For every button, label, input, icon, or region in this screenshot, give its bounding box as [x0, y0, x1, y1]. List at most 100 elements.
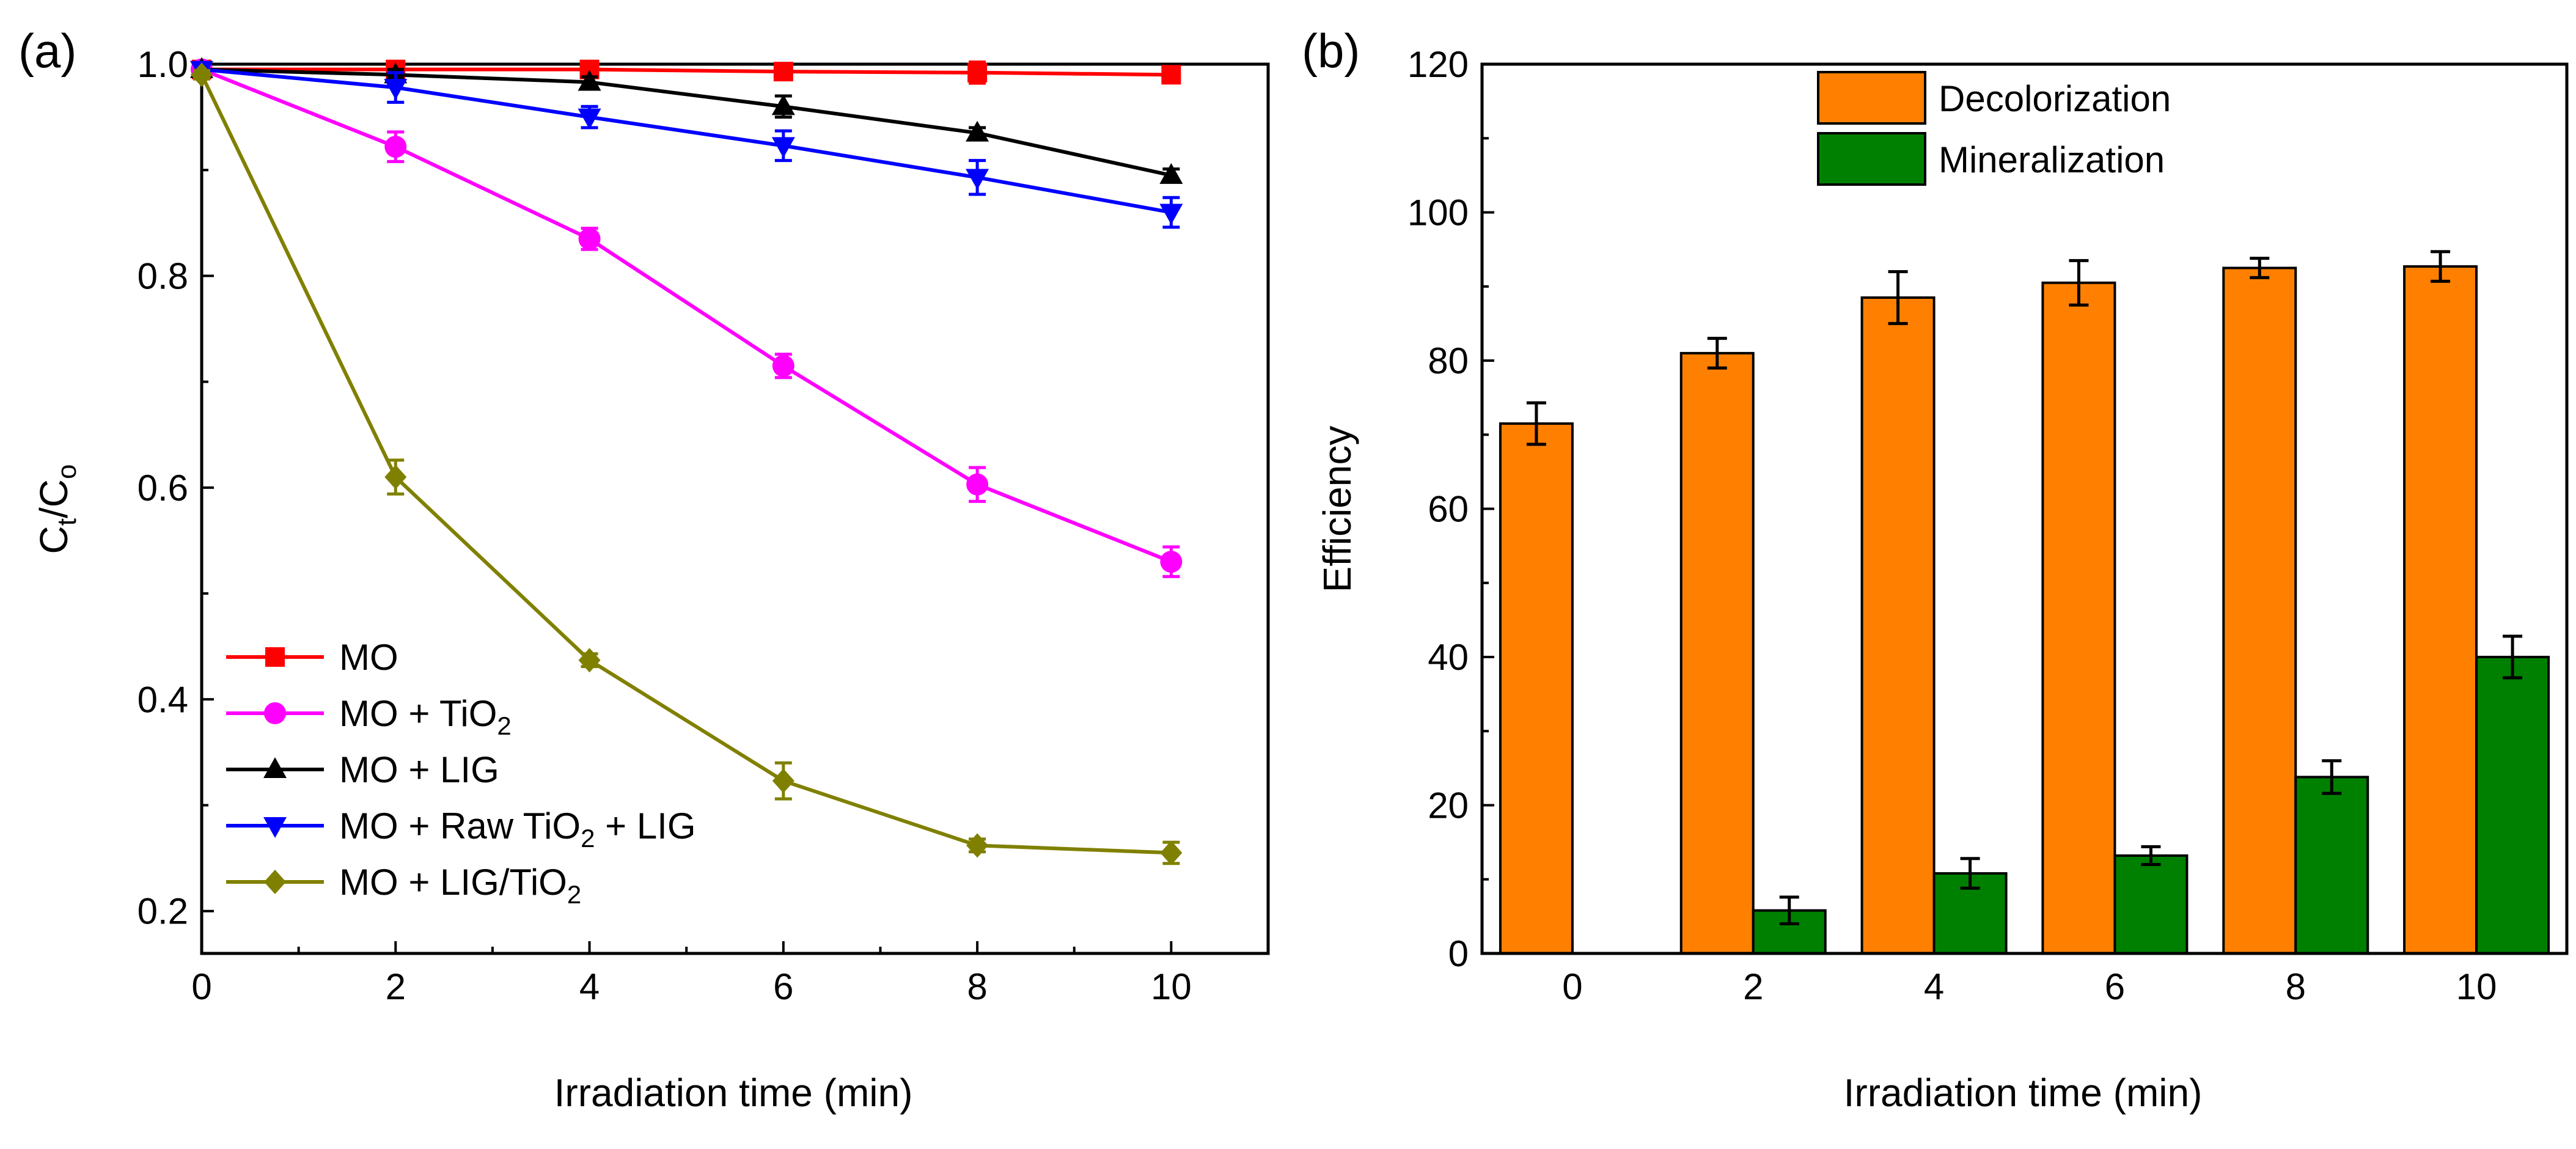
- panel-a-data-point: [384, 464, 407, 490]
- panel-a-data-point: [1160, 840, 1183, 865]
- panel-b-bar: [2294, 776, 2369, 955]
- panel-a-legend-label: MO + LIG/TiO2: [339, 862, 581, 909]
- panel-a-data-point: [772, 354, 794, 377]
- panel-a-x-axis: 0 2 4 6 8 10: [191, 941, 1269, 1007]
- panel-a-series-line: [202, 67, 1172, 77]
- panel-a-x-tick-label: 2: [386, 966, 406, 1007]
- panel-a-data-point: [772, 768, 794, 793]
- panel-b-bar: [2403, 265, 2478, 955]
- panel-a-legend-marker: [263, 757, 287, 778]
- panel-a-series-group: [190, 57, 1183, 865]
- panel-b-series-mineralization: [1752, 634, 2550, 955]
- panel-b-x-tick-label: 10: [2456, 966, 2497, 1007]
- panel-a-series: [191, 58, 1183, 578]
- panel-b-legend-swatch: [1817, 71, 1926, 125]
- panel-a-legend-marker: [264, 870, 286, 894]
- panel-b-bar: [1679, 351, 1755, 955]
- panel-a-data-point: [967, 62, 988, 83]
- panel-a-legend-label: MO + LIG: [339, 749, 499, 790]
- panel-b-y-tick-label: 0: [1448, 933, 1469, 974]
- panel-b-x-tick-label: 0: [1562, 966, 1582, 1007]
- panel-b-bars-group: [1499, 250, 2550, 955]
- panel-a-series-line: [200, 67, 1172, 563]
- panel-a-legend-label: MO + TiO2: [339, 693, 512, 740]
- panel-a-series: [190, 57, 1183, 184]
- panel-a-data-point: [578, 70, 601, 91]
- panel-b-y-tick-label: 40: [1428, 637, 1469, 678]
- panel-a-x-tick-label: 6: [773, 966, 793, 1007]
- panel-b-series-decolorization: [1499, 250, 2478, 955]
- panel-b-y-tick-label: 80: [1428, 340, 1469, 381]
- panel-b-x-tick-label: 6: [2105, 966, 2125, 1007]
- panel-a-legend-entry: MO: [226, 637, 398, 678]
- panel-a-legend: MO MO + TiO2 MO + LIG MO + Raw TiO2 + LIG MO…: [226, 637, 696, 909]
- panel-a-legend-label: MO: [339, 637, 398, 678]
- panel-b-y-axis-title: Efficiency: [1315, 426, 1359, 593]
- panel-b-bar: [2222, 266, 2297, 955]
- panel-a-x-tick-label: 0: [191, 966, 211, 1007]
- panel-a-y-tick-label: 0.6: [138, 468, 188, 508]
- panel-a-y-tick-label: 1.0: [138, 44, 188, 85]
- panel-a-data-point: [578, 108, 601, 130]
- panel-a-data-point: [771, 137, 795, 158]
- panel-a-series-line: [201, 67, 1172, 177]
- panel-b-bar: [2475, 656, 2550, 955]
- panel-a-data-point: [578, 227, 601, 250]
- panel-a-y-tick-label: 0.4: [138, 679, 188, 720]
- panel-a-x-tick-label: 8: [967, 966, 987, 1007]
- panel-a-legend-marker: [263, 817, 287, 838]
- panel-a-series-line: [200, 74, 1172, 855]
- panel-a-data-point: [771, 94, 795, 116]
- panel-a-y-tick-label: 0.2: [138, 891, 188, 932]
- panel-a-data-point: [1159, 204, 1183, 225]
- panel-a-data-point: [1160, 551, 1183, 573]
- panel-b-bar: [2113, 854, 2189, 955]
- panel-a-data-point: [1159, 163, 1183, 184]
- panel-a-x-tick-label: 10: [1151, 966, 1192, 1007]
- panel-b-bar: [1499, 422, 1574, 955]
- panel-b-x-axis-title: Irradiation time (min): [1844, 1071, 2203, 1115]
- panel-b-legend-label: Decolorization: [1939, 78, 2171, 119]
- panel-a-data-point: [966, 120, 989, 142]
- panel-b-legend-swatch: [1817, 132, 1926, 186]
- panel-a-y-axis-title: Ct/Co: [32, 464, 82, 554]
- panel-a-legend-marker: [264, 702, 286, 724]
- panel-b-label: (b): [1302, 24, 1360, 78]
- panel-a-legend-marker: [265, 647, 285, 667]
- panel-a-legend-label: MO + Raw TiO2 + LIG: [339, 806, 696, 853]
- panel-a-label: (a): [18, 24, 76, 78]
- panel-a-data-point: [578, 648, 601, 673]
- panel-b-plot-frame: [1480, 62, 2569, 955]
- panel-a-data-point: [191, 62, 213, 87]
- panel-a-data-point: [966, 169, 989, 190]
- panel-b-y-tick-label: 60: [1428, 489, 1469, 530]
- panel-b-y-axis: 0 20 40 60 80 100 120: [1407, 44, 1494, 974]
- panel-a-series-line: [201, 67, 1172, 215]
- panel-b-bar: [1860, 296, 1936, 955]
- panel-a-data-point: [1161, 65, 1181, 85]
- panel-b-x-tick-label: 4: [1924, 966, 1944, 1007]
- panel-b-bar: [2041, 281, 2116, 955]
- panel-b-legend: Decolorization Mineralization: [1817, 71, 2171, 186]
- panel-a-data-point: [384, 136, 407, 158]
- panel-b-legend-label: Mineralization: [1939, 139, 2165, 180]
- panel-a-data-point: [966, 473, 989, 496]
- panel-b-y-tick-label: 120: [1407, 44, 1469, 85]
- panel-a-legend-entry: MO + LIG/TiO2: [226, 862, 581, 909]
- panel-a-legend-entry: MO + Raw TiO2 + LIG: [226, 806, 696, 853]
- panel-a-data-point: [966, 833, 989, 858]
- panel-a-series: [191, 62, 1183, 865]
- panel-b-legend-entry: Mineralization: [1817, 132, 2165, 186]
- panel-a-plot-frame: [200, 62, 1270, 955]
- panel-b-y-tick-label: 20: [1428, 785, 1469, 826]
- panel-a-data-point: [773, 62, 793, 82]
- panel-b-legend-entry: Decolorization: [1817, 71, 2171, 125]
- panel-b-x-tick-label: 2: [1743, 966, 1763, 1007]
- panel-a-legend-entry: MO + TiO2: [226, 693, 512, 740]
- panel-a-y-tick-label: 0.8: [138, 255, 188, 296]
- panel-b-bar-chart: (b) 0 20 40 60 80 100 120 0 2 4 6 8 10 Efficiency I…: [1302, 24, 2569, 1115]
- panel-a-x-tick-label: 4: [579, 966, 600, 1007]
- panel-b-y-tick-label: 100: [1407, 193, 1469, 233]
- panel-a-data-point: [384, 79, 408, 100]
- panel-a-legend-entry: MO + LIG: [226, 749, 499, 790]
